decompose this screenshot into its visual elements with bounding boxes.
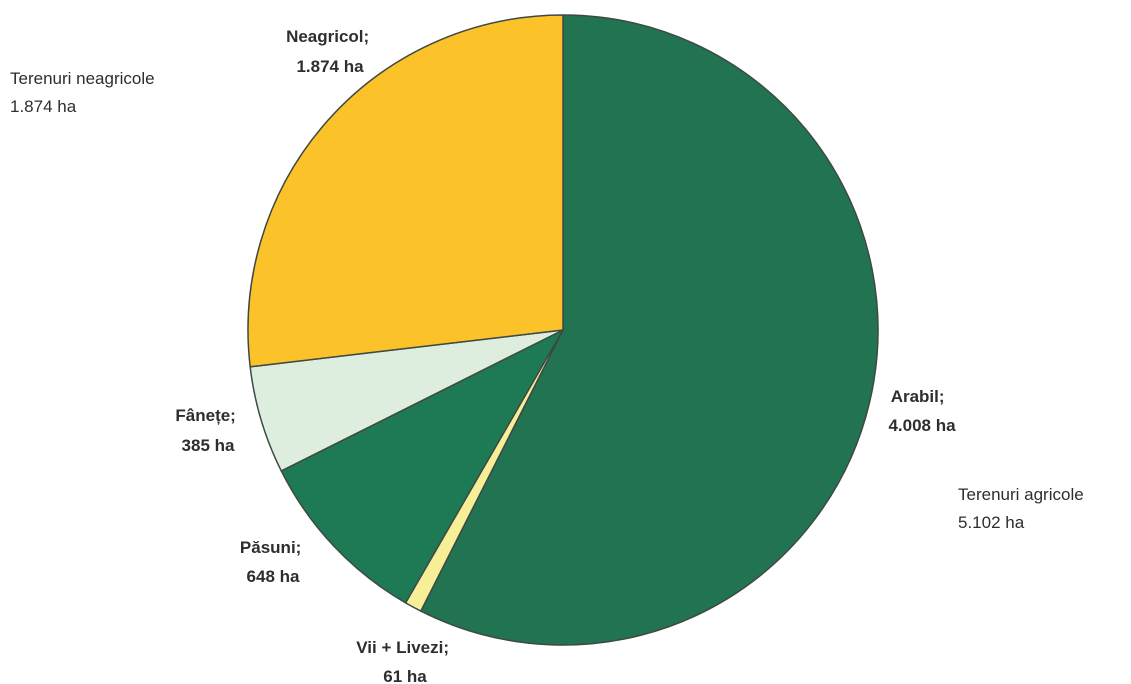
group-label-terenuri-agricole-name: Terenuri agricole (958, 485, 1084, 504)
pie-slices (247, 14, 879, 646)
slice-label-pasuni: Păsuni; 648 ha (240, 538, 306, 586)
slice-label-vii-livezi-name: Vii + Livezi; (356, 638, 449, 657)
slice-label-neagricol-value: 1.874 ha (296, 57, 364, 76)
slice-label-arabil-name: Arabil; (891, 387, 945, 406)
group-label-terenuri-agricole-value: 5.102 ha (958, 513, 1025, 532)
slice-label-pasuni-name: Păsuni; (240, 538, 301, 557)
pie-slice-p-suni (280, 329, 564, 604)
group-label-terenuri-agricole: Terenuri agricole 5.102 ha (958, 485, 1088, 532)
slice-label-vii-livezi: Vii + Livezi; 61 ha (356, 638, 454, 684)
slice-label-fanete: Fânețe; 385 ha (175, 406, 240, 455)
slice-label-neagricol: Neagricol; 1.874 ha (286, 27, 374, 76)
slice-label-arabil-value: 4.008 ha (888, 416, 956, 435)
slice-label-fanete-name: Fânețe; (175, 406, 235, 425)
slice-label-vii-livezi-value: 61 ha (383, 667, 427, 684)
group-label-terenuri-neagricole-name: Terenuri neagricole (10, 69, 155, 88)
slice-label-pasuni-value: 648 ha (247, 567, 300, 586)
slice-label-arabil: Arabil; 4.008 ha (888, 387, 956, 435)
pie-slice-neagricol (247, 14, 564, 368)
slice-label-fanete-value: 385 ha (182, 436, 235, 455)
pie-slice-arabil (420, 14, 879, 646)
group-label-terenuri-neagricole: Terenuri neagricole 1.874 ha (10, 69, 159, 116)
slice-label-neagricol-name: Neagricol; (286, 27, 369, 46)
group-label-terenuri-neagricole-value: 1.874 ha (10, 97, 77, 116)
